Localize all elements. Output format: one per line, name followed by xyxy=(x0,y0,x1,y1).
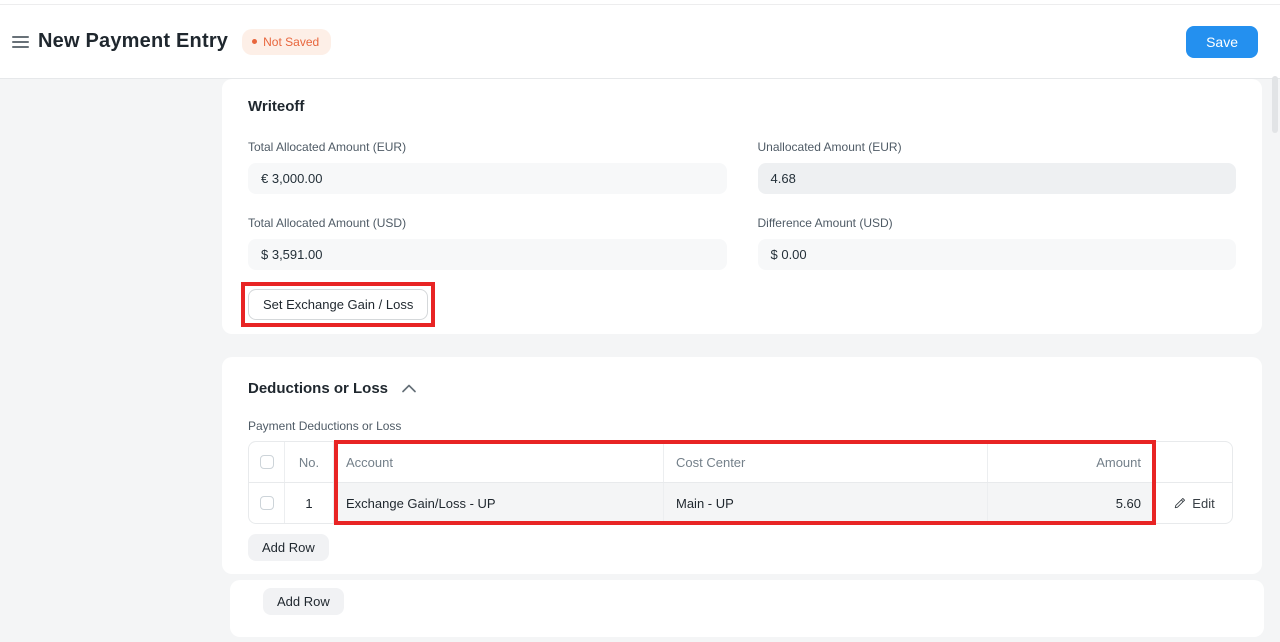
form-content: Writeoff Total Allocated Amount (EUR) € … xyxy=(222,79,1264,637)
table-header-row: No. Account Cost Center Amount xyxy=(249,442,1232,483)
total-allocated-usd-input[interactable]: $ 3,591.00 xyxy=(248,239,727,270)
amount-cell[interactable]: 5.60 xyxy=(988,483,1156,523)
deductions-section: Deductions or Loss Payment Deductions or… xyxy=(222,357,1262,574)
vertical-scrollbar-thumb[interactable] xyxy=(1272,76,1278,133)
edit-row-button[interactable]: Edit xyxy=(1174,495,1215,511)
add-row-button-bottom[interactable]: Add Row xyxy=(263,588,344,615)
status-dot-icon xyxy=(252,39,258,44)
column-header-edit xyxy=(1156,442,1233,482)
field-difference-usd: Difference Amount (USD) $ 0.00 xyxy=(757,216,1236,270)
page-title: New Payment Entry xyxy=(38,30,229,52)
column-header-account: Account xyxy=(334,442,664,482)
deductions-table: No. Account Cost Center Amount 1 Exchang… xyxy=(248,440,1233,525)
column-header-no: No. xyxy=(285,442,334,482)
field-label: Unallocated Amount (EUR) xyxy=(757,140,902,154)
writeoff-section: Writeoff Total Allocated Amount (EUR) € … xyxy=(222,79,1262,334)
status-badge: Not Saved xyxy=(242,28,332,55)
select-all-checkbox[interactable] xyxy=(259,455,274,469)
red-annotation-box: Set Exchange Gain / Loss xyxy=(241,282,436,327)
field-unallocated-eur: Unallocated Amount (EUR) 4.68 xyxy=(757,140,1236,194)
top-hairline xyxy=(0,0,1280,5)
edit-button-label: Edit xyxy=(1192,495,1215,511)
total-allocated-eur-input[interactable]: € 3,000.00 xyxy=(248,163,727,194)
field-total-allocated-usd: Total Allocated Amount (USD) $ 3,591.00 xyxy=(248,216,727,270)
account-cell[interactable]: Exchange Gain/Loss - UP xyxy=(334,483,664,523)
cost-center-cell[interactable]: Main - UP xyxy=(664,483,988,523)
deductions-table-label: Payment Deductions or Loss xyxy=(248,419,402,433)
menu-icon[interactable] xyxy=(12,35,29,48)
set-exchange-gain-loss-button[interactable]: Set Exchange Gain / Loss xyxy=(248,289,429,320)
bottom-section: Add Row xyxy=(230,580,1264,637)
field-total-allocated-eur: Total Allocated Amount (EUR) € 3,000.00 xyxy=(248,140,727,194)
field-label: Difference Amount (USD) xyxy=(757,216,893,230)
save-button[interactable]: Save xyxy=(1186,25,1258,58)
add-row-button[interactable]: Add Row xyxy=(248,534,329,561)
column-header-cost-center: Cost Center xyxy=(664,442,988,482)
field-label: Total Allocated Amount (EUR) xyxy=(248,140,407,154)
pencil-icon xyxy=(1175,497,1186,509)
deductions-heading: Deductions or Loss xyxy=(248,380,389,397)
row-number: 1 xyxy=(285,483,334,523)
table-row: 1 Exchange Gain/Loss - UP Main - UP 5.60… xyxy=(249,483,1232,523)
collapse-chevron-up-icon[interactable] xyxy=(402,384,416,393)
writeoff-heading: Writeoff xyxy=(248,98,305,115)
status-badge-label: Not Saved xyxy=(263,34,320,49)
difference-usd-input[interactable]: $ 0.00 xyxy=(757,239,1236,270)
unallocated-eur-input[interactable]: 4.68 xyxy=(757,163,1236,194)
column-header-amount: Amount xyxy=(988,442,1156,482)
field-label: Total Allocated Amount (USD) xyxy=(248,216,407,230)
row-checkbox[interactable] xyxy=(259,496,274,510)
app-header: New Payment Entry Not Saved Save xyxy=(0,5,1280,79)
